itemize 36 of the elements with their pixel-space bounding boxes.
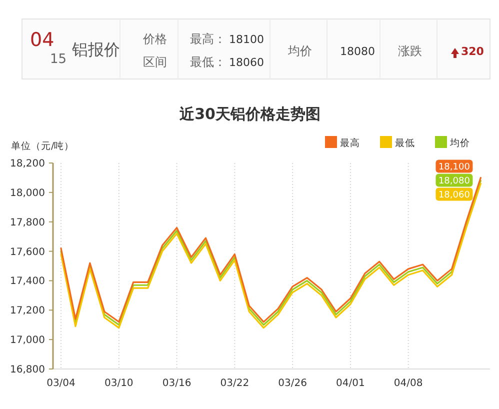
x-tick-label: 03/26	[278, 378, 307, 389]
y-tick-label: 18,000	[10, 188, 45, 199]
y-tick-label: 18,200	[10, 158, 45, 170]
text: 04	[30, 29, 54, 51]
text: 价格	[142, 32, 167, 46]
data-label: 18,060	[438, 190, 470, 201]
text: 区间	[143, 55, 167, 69]
legend-label: 最高	[340, 137, 360, 149]
text: 涨跌	[398, 44, 422, 58]
text: 15	[50, 52, 67, 67]
text: 均价	[287, 44, 312, 58]
y-tick-label: 17,600	[10, 246, 45, 258]
legend-label: 最低	[395, 138, 415, 149]
text: 18060	[229, 56, 264, 69]
legend-label: 均价	[449, 137, 470, 149]
chart-title: 近30天铝价格走势图	[178, 105, 320, 123]
x-tick-label: 03/04	[46, 378, 76, 389]
text: 18080	[340, 45, 375, 58]
data-label: 18,100	[438, 162, 470, 173]
y-tick-label: 17,200	[10, 306, 45, 317]
data-label: 18,080	[438, 176, 470, 187]
text: 18100	[229, 33, 264, 46]
y-tick-label: 17,000	[10, 335, 45, 346]
text: 最低：	[190, 55, 226, 69]
y-tick-label: 17,800	[10, 217, 45, 228]
text: 320	[461, 45, 484, 58]
x-tick-label: 03/16	[162, 378, 192, 389]
x-tick-label: 04/01	[336, 378, 365, 389]
x-tick-label: 03/10	[104, 378, 134, 389]
text: 最高：	[190, 32, 226, 46]
y-tick-label: 16,800	[10, 364, 45, 376]
x-tick-label: 03/22	[220, 378, 250, 389]
y-tick-label: 17,400	[10, 276, 45, 288]
text: 铝报价	[71, 40, 120, 59]
x-tick-label: 04/08	[394, 378, 423, 389]
y-axis-title: 单位（元/吨）	[11, 140, 74, 152]
